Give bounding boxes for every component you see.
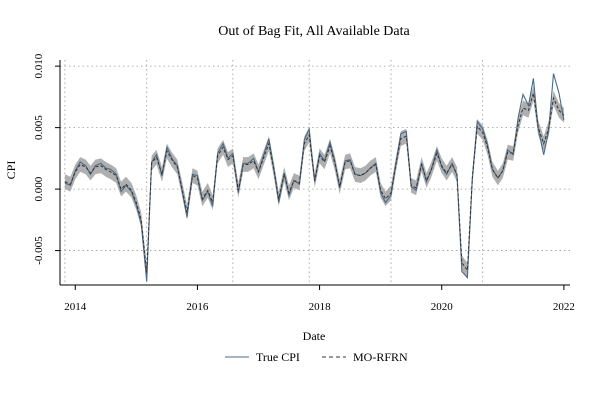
grid-lines: [60, 60, 570, 285]
y-tick-label: 0.010: [33, 53, 45, 78]
series-lines: [64, 73, 565, 282]
x-tick-label: 2018: [309, 301, 332, 313]
x-tick-label: 2020: [431, 301, 454, 313]
confidence-band: [64, 85, 564, 281]
x-tick-label: 2014: [64, 301, 87, 313]
y-tick-label: 0.005: [33, 115, 45, 140]
legend-label-mo-rfrn: MO-RFRN: [353, 350, 408, 364]
chart-title: Out of Bag Fit, All Available Data: [218, 24, 410, 39]
y-axis-ticks: -0.005 0.000 0.005 0.010: [33, 53, 60, 265]
x-tick-label: 2016: [186, 301, 209, 313]
legend: True CPI MO-RFRN: [225, 350, 408, 364]
x-tick-label: 2022: [553, 301, 575, 313]
band-area: [64, 85, 564, 281]
x-axis-title: Date: [303, 329, 326, 343]
legend-label-true-cpi: True CPI: [256, 350, 300, 364]
y-axis-title: CPI: [4, 161, 18, 180]
series-line-true-cpi: [64, 73, 565, 282]
y-tick-label: 0.000: [33, 176, 45, 201]
series-line-mo-rfrn: [64, 93, 565, 273]
y-tick-label: -0.005: [33, 236, 45, 265]
x-axis-ticks: 2014 2016 2018 2020 2022: [64, 285, 575, 313]
